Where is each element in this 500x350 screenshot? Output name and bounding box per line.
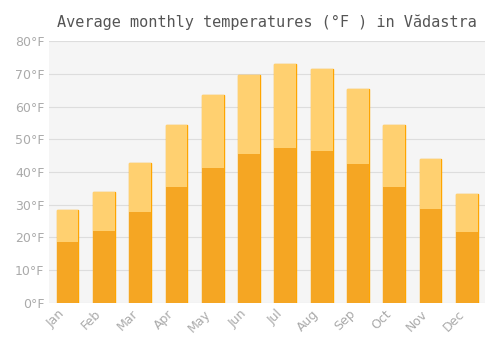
Bar bbox=[384, 125, 405, 187]
Bar bbox=[238, 75, 260, 154]
Bar bbox=[274, 148, 296, 303]
Bar bbox=[347, 89, 369, 163]
Bar bbox=[420, 209, 442, 303]
Bar bbox=[56, 210, 78, 242]
Bar bbox=[202, 95, 224, 303]
Bar bbox=[347, 89, 369, 303]
Bar bbox=[166, 125, 188, 303]
Bar bbox=[93, 192, 114, 231]
Bar bbox=[202, 95, 224, 168]
Bar bbox=[310, 69, 332, 150]
Title: Average monthly temperatures (°F ) in Vădastra: Average monthly temperatures (°F ) in Vă… bbox=[58, 15, 477, 30]
Bar bbox=[384, 187, 405, 303]
Bar bbox=[456, 232, 477, 303]
Bar bbox=[166, 187, 188, 303]
Bar bbox=[129, 163, 151, 303]
Bar bbox=[420, 159, 442, 209]
Bar bbox=[420, 159, 442, 303]
Bar bbox=[384, 125, 405, 303]
Bar bbox=[456, 194, 477, 232]
Bar bbox=[56, 210, 78, 303]
Bar bbox=[93, 192, 114, 303]
Bar bbox=[238, 75, 260, 303]
Bar bbox=[310, 69, 332, 303]
Bar bbox=[56, 242, 78, 303]
Bar bbox=[93, 231, 114, 303]
Bar bbox=[166, 125, 188, 187]
Bar bbox=[456, 194, 477, 303]
Bar bbox=[129, 163, 151, 212]
Bar bbox=[274, 64, 296, 148]
Bar bbox=[310, 150, 332, 303]
Bar bbox=[347, 163, 369, 303]
Bar bbox=[238, 154, 260, 303]
Bar bbox=[202, 168, 224, 303]
Bar bbox=[274, 64, 296, 303]
Bar bbox=[129, 212, 151, 303]
